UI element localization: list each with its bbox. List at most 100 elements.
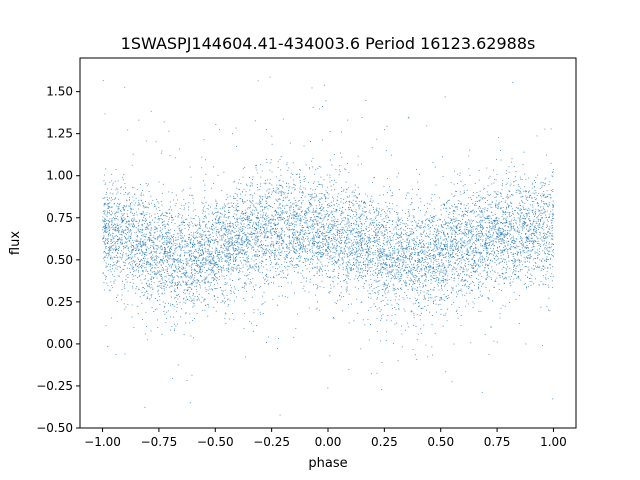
data-point	[214, 275, 215, 277]
data-point	[396, 223, 398, 225]
data-point	[358, 226, 360, 227]
data-point	[385, 215, 386, 217]
data-point	[376, 275, 378, 277]
data-point	[513, 240, 515, 242]
data-point	[492, 244, 494, 245]
data-point	[528, 257, 530, 259]
data-point	[531, 274, 533, 276]
data-point	[382, 266, 384, 268]
data-point	[332, 248, 334, 249]
data-point	[382, 224, 384, 226]
data-point	[353, 228, 355, 230]
data-point	[207, 253, 209, 255]
data-point	[520, 205, 522, 206]
data-point	[509, 211, 511, 213]
data-point	[297, 242, 299, 244]
data-point	[107, 346, 109, 347]
data-point	[334, 189, 336, 191]
data-point	[160, 218, 162, 220]
data-point	[143, 243, 144, 245]
data-point	[190, 258, 192, 260]
data-point	[326, 213, 328, 215]
data-point	[306, 208, 308, 209]
data-point	[227, 233, 229, 235]
data-point	[221, 271, 222, 273]
data-point	[270, 229, 272, 231]
data-point	[373, 240, 374, 242]
data-point	[542, 244, 544, 246]
data-point	[475, 235, 477, 237]
data-point	[192, 278, 194, 280]
data-point	[400, 221, 402, 223]
data-point	[350, 216, 351, 217]
data-point	[240, 250, 241, 252]
data-point	[263, 231, 264, 233]
data-point	[312, 225, 314, 227]
data-point	[185, 312, 187, 314]
data-point	[418, 302, 420, 304]
data-point	[508, 196, 510, 198]
data-point	[247, 218, 249, 220]
data-point	[154, 238, 156, 240]
data-point	[461, 214, 463, 216]
data-point	[425, 276, 427, 278]
data-point	[440, 297, 442, 299]
data-point	[505, 261, 507, 263]
data-point	[360, 276, 362, 278]
data-point	[373, 288, 375, 290]
data-point	[409, 257, 411, 259]
data-point	[382, 284, 384, 285]
data-point	[420, 264, 422, 266]
data-point	[286, 162, 288, 164]
data-point	[486, 217, 488, 219]
data-point	[435, 240, 437, 242]
data-point	[227, 203, 229, 205]
data-point	[376, 233, 378, 235]
data-point	[133, 246, 135, 248]
data-point	[289, 216, 291, 218]
data-point	[540, 206, 542, 208]
data-point	[394, 252, 396, 254]
data-point	[270, 245, 272, 247]
data-point	[185, 269, 187, 271]
data-point	[299, 169, 301, 171]
data-point	[433, 258, 435, 260]
data-point	[521, 201, 523, 203]
data-point	[266, 227, 268, 229]
data-point	[333, 210, 335, 212]
data-point	[436, 279, 437, 281]
data-point	[124, 235, 125, 237]
data-point	[243, 217, 245, 219]
data-point	[496, 232, 498, 234]
data-point	[251, 212, 253, 213]
data-point	[361, 242, 362, 244]
data-point	[182, 267, 184, 269]
data-point	[379, 253, 381, 255]
data-point	[427, 247, 429, 249]
data-point	[207, 240, 209, 242]
data-point	[420, 250, 422, 252]
data-point	[330, 223, 332, 225]
data-point	[205, 259, 207, 261]
data-point	[260, 201, 262, 203]
data-point	[221, 290, 223, 292]
data-point	[237, 264, 239, 266]
data-point	[408, 250, 410, 252]
data-point	[541, 236, 543, 238]
data-point	[307, 259, 309, 261]
data-point	[204, 190, 206, 192]
data-point	[310, 225, 312, 227]
data-point	[182, 273, 184, 275]
data-point	[527, 209, 529, 211]
data-point	[457, 250, 459, 252]
data-point	[148, 204, 150, 205]
data-point	[246, 219, 248, 221]
data-point	[466, 229, 467, 230]
data-point	[455, 232, 457, 234]
data-point	[337, 300, 339, 302]
data-point	[179, 242, 180, 244]
data-point	[138, 270, 140, 272]
data-point	[414, 280, 416, 282]
data-point	[199, 287, 201, 289]
data-point	[422, 227, 424, 228]
